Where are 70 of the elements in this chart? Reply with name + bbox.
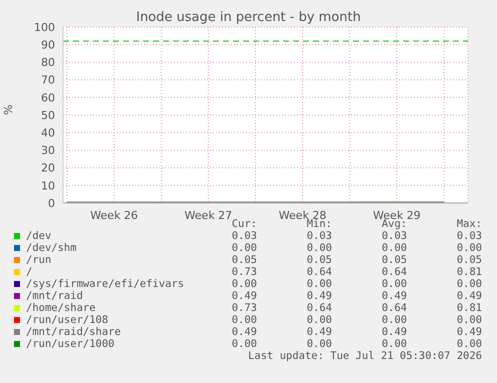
- legend-label: /: [26, 266, 32, 278]
- text: 0.00: [306, 338, 332, 350]
- text: 0.05: [382, 254, 407, 266]
- legend-label: /run: [26, 254, 52, 266]
- text: 0.81: [456, 302, 482, 314]
- text: 0.64: [306, 266, 332, 278]
- legend-label: /dev: [26, 230, 52, 242]
- text: 0.00: [382, 314, 407, 326]
- y-tick-label: 40: [41, 126, 55, 140]
- text: 0.49: [382, 326, 407, 338]
- y-tick-label: 80: [41, 56, 55, 70]
- text: 0.03: [382, 230, 407, 242]
- y-tick-label: 30: [41, 144, 55, 158]
- text: 0.49: [456, 290, 482, 302]
- x-tick-label: Week 27: [184, 208, 232, 222]
- text: 0.00: [382, 278, 407, 290]
- text: 0.00: [456, 242, 482, 254]
- text: 0.00: [232, 278, 257, 290]
- text: 0.49: [232, 326, 257, 338]
- chart-title: Inode usage in percent - by month: [136, 10, 361, 25]
- text: 0.03: [306, 230, 332, 242]
- text: 0.03: [456, 230, 482, 242]
- text: 0.05: [456, 254, 482, 266]
- text: 0.00: [232, 314, 257, 326]
- text: 0.00: [306, 314, 332, 326]
- x-tick-label: Week 26: [90, 208, 138, 222]
- legend-label: /home/share: [26, 302, 96, 314]
- y-tick-label: 60: [41, 91, 55, 104]
- y-tick-label: 10: [41, 179, 55, 192]
- text: Max:: [456, 218, 482, 230]
- text: 0.05: [232, 254, 257, 266]
- legend-label: /mnt/raid/share: [26, 326, 121, 338]
- text: 0.00: [456, 314, 482, 326]
- legend-label: /dev/shm: [26, 242, 77, 254]
- legend-label: /mnt/raid: [26, 290, 83, 302]
- text: 0.49: [382, 290, 407, 302]
- text: 0.73: [232, 302, 257, 314]
- legend-label: /sys/firmware/efi/efivars: [26, 278, 184, 290]
- text: Min:: [306, 218, 332, 230]
- y-tick-label: 100: [34, 20, 55, 34]
- text: 0.00: [382, 338, 407, 350]
- text: 0.00: [232, 242, 257, 254]
- text: 0.81: [456, 266, 482, 278]
- text: 0.00: [456, 278, 482, 290]
- legend-label: /run/user/108: [26, 314, 108, 326]
- text: Last update: Tue Jul 21 05:30:07 2026: [248, 350, 482, 362]
- text: 0.49: [306, 326, 332, 338]
- text: 0.73: [232, 266, 257, 278]
- text: 0.05: [306, 254, 332, 266]
- text: 0.64: [382, 302, 407, 314]
- text: 0.00: [306, 278, 332, 290]
- text: 0.49: [232, 290, 257, 302]
- text: 0.49: [456, 326, 482, 338]
- y-tick-label: 90: [41, 38, 55, 52]
- text: 0.00: [232, 338, 257, 350]
- y-tick-label: 50: [41, 108, 55, 122]
- y-axis-title: %: [2, 104, 15, 115]
- legend-label: /run/user/1000: [26, 338, 115, 350]
- y-tick-label: 70: [41, 74, 55, 87]
- y-tick-label: 0: [48, 196, 55, 210]
- text: 0.03: [232, 230, 257, 242]
- text: 0.00: [382, 242, 407, 254]
- text: 0.64: [382, 266, 407, 278]
- text: 0.64: [306, 302, 332, 314]
- text: Cur:: [232, 218, 257, 230]
- text: 0.49: [306, 290, 332, 302]
- text: 0.00: [456, 338, 482, 350]
- text: Avg:: [382, 218, 407, 230]
- y-tick-label: 20: [41, 162, 55, 175]
- text: 0.00: [306, 242, 332, 254]
